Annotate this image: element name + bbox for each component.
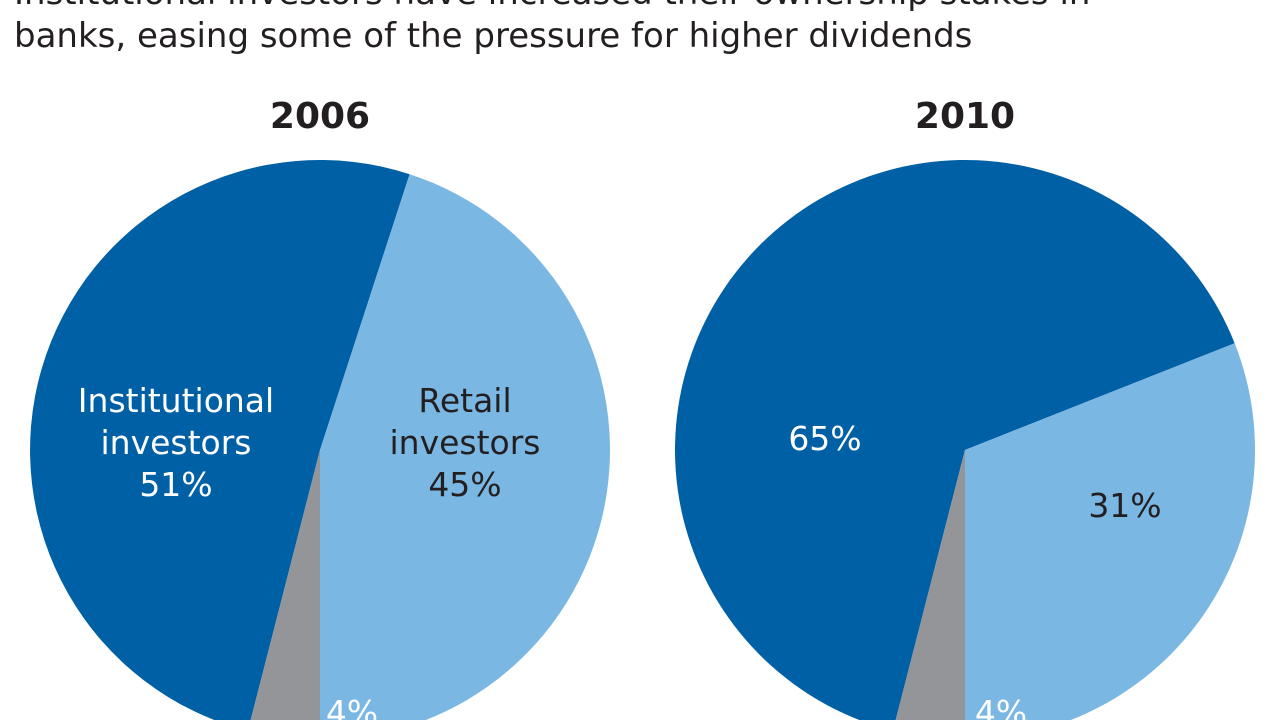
pie-slice-retail — [320, 174, 610, 720]
pie-slice-other — [895, 450, 965, 720]
pie-chart-2006: 2006 Institutional investors 51% Retail inves… — [30, 96, 610, 720]
pie-slice-other — [250, 450, 320, 720]
chart-subtitle: Institutional investors have increased t… — [14, 0, 1090, 56]
slice-label-other: 4% — [975, 693, 1027, 720]
pie-slice-institutional — [675, 160, 1235, 720]
slice-label-other: 4% — [326, 693, 378, 720]
slice-label-institutional: 65% — [788, 419, 861, 458]
slice-label-retail: Retail investors 45% — [390, 381, 541, 504]
pie-slice-retail — [965, 343, 1255, 720]
chart-title: 2006 — [270, 96, 370, 137]
slice-label-retail: 31% — [1088, 486, 1161, 525]
pie-chart-2010: 2010 65% 31% 4% — [675, 96, 1255, 720]
chart-title: 2010 — [915, 96, 1015, 137]
slice-label-institutional: Institutional investors 51% — [78, 381, 274, 504]
pie-slice-institutional — [30, 160, 410, 720]
